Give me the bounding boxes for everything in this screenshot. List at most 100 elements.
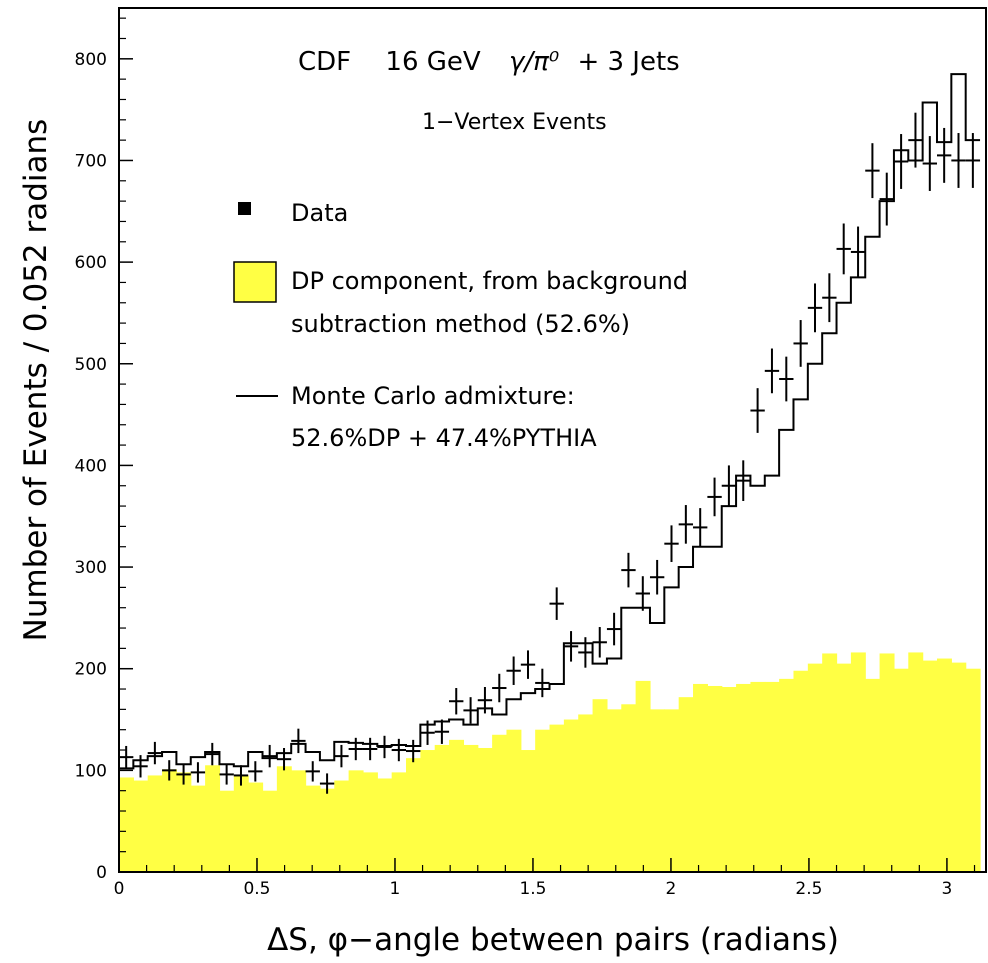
data-point [377,735,392,759]
dp-bar [176,772,192,872]
data-point [936,127,952,183]
dp-bar [362,772,378,872]
y-tick-label: 0 [96,863,107,883]
data-point [965,133,981,188]
dp-bar [233,775,249,872]
data-point [836,223,851,275]
dp-bar [319,788,335,872]
dp-bar [563,719,579,872]
legend-data-label: Data [291,199,348,227]
x-axis: 0 0.5 1 1.5 2 2.5 3 [114,858,976,899]
data-point [721,465,737,507]
dp-bar [879,653,895,872]
data-point [635,576,650,611]
dp-bar [822,653,838,872]
data-point [434,719,450,744]
dp-bar [549,724,565,872]
y-axis-title: Number of Events / 0.052 radians [18,119,54,642]
data-point [520,650,536,679]
dp-bar [578,714,594,872]
dp-bar [721,687,737,872]
dp-bar [449,739,465,872]
dp-bar [707,685,723,872]
title-process-symbol: γ/π⁰ [509,47,560,77]
data-point [922,136,937,191]
dp-bar [133,780,149,872]
chart-title: CDF 16 GeV γ/π⁰ + 3 Jets [298,47,680,77]
data-point [678,505,694,544]
dp-bar [147,775,163,872]
data-point [850,226,866,278]
data-point [133,755,148,778]
title-process-rest: + 3 Jets [577,47,679,77]
data-point [492,673,507,703]
y-tick-label: 700 [75,151,107,171]
dp-bar [621,704,637,872]
data-point [334,744,349,768]
dp-bar [219,790,235,872]
dp-bar [119,777,134,872]
y-tick-label: 100 [75,761,107,781]
data-point [693,508,708,547]
data-point [951,133,966,188]
legend-dp-swatch [233,261,277,303]
dp-bar [922,660,938,872]
data-point [549,587,564,620]
legend-mc-label-line2: 52.6%DP + 47.4%PYTHIA [291,424,597,452]
dp-bar [162,769,178,872]
legend: Data DP component, from background subtr… [233,199,688,452]
data-point [793,320,808,367]
data-point [865,143,880,199]
data-point [621,552,636,588]
dp-bar [850,652,866,872]
dp-bar [406,758,421,872]
dp-bar [535,729,551,872]
data-point [319,773,335,794]
data-point [707,477,722,517]
mc-admixture-series [119,73,981,770]
data-point [807,283,823,333]
legend-dp-label-line2: subtraction method (52.6%) [291,310,630,338]
dp-bar [764,681,780,872]
dp-bar [693,683,708,872]
data-point [463,697,478,724]
dp-bar [807,663,823,872]
dp-bar [678,697,694,872]
dp-bar [377,778,393,872]
mc-step-line [119,73,981,770]
dp-bar [793,670,809,872]
data-point [190,762,206,783]
data-point [893,134,909,189]
dp-bar [664,709,680,872]
data-point [291,728,306,754]
legend-mc-label-line1: Monte Carlo admixture: [291,382,575,410]
data-point [348,737,363,761]
dp-bar [291,770,307,872]
data-point [822,273,837,323]
data-point [477,687,493,714]
data-point [420,720,435,745]
dp-bar [836,663,852,872]
title-energy: 16 GeV [385,47,480,77]
data-point [176,764,191,785]
legend-dp-label-line1: DP component, from background [291,267,688,295]
x-tick-label: 0.5 [243,879,270,899]
dp-bar [506,729,522,872]
data-point [779,356,794,402]
data-point [535,668,550,698]
dp-bar [190,785,206,872]
dp-bar [635,680,651,872]
data-point [233,765,249,786]
data-points-series [119,112,981,794]
dp-bar [965,668,981,872]
y-tick-label: 500 [75,355,107,375]
dp-bar [205,765,221,872]
y-axis: 0 100 200 300 400 500 600 700 800 [75,17,133,883]
dp-bar [908,652,924,872]
dp-bar [305,785,321,872]
data-point [262,744,277,768]
data-point [362,737,378,761]
y-tick-label: 200 [75,660,107,680]
data-point [606,612,622,646]
x-tick-label: 3 [942,879,953,899]
